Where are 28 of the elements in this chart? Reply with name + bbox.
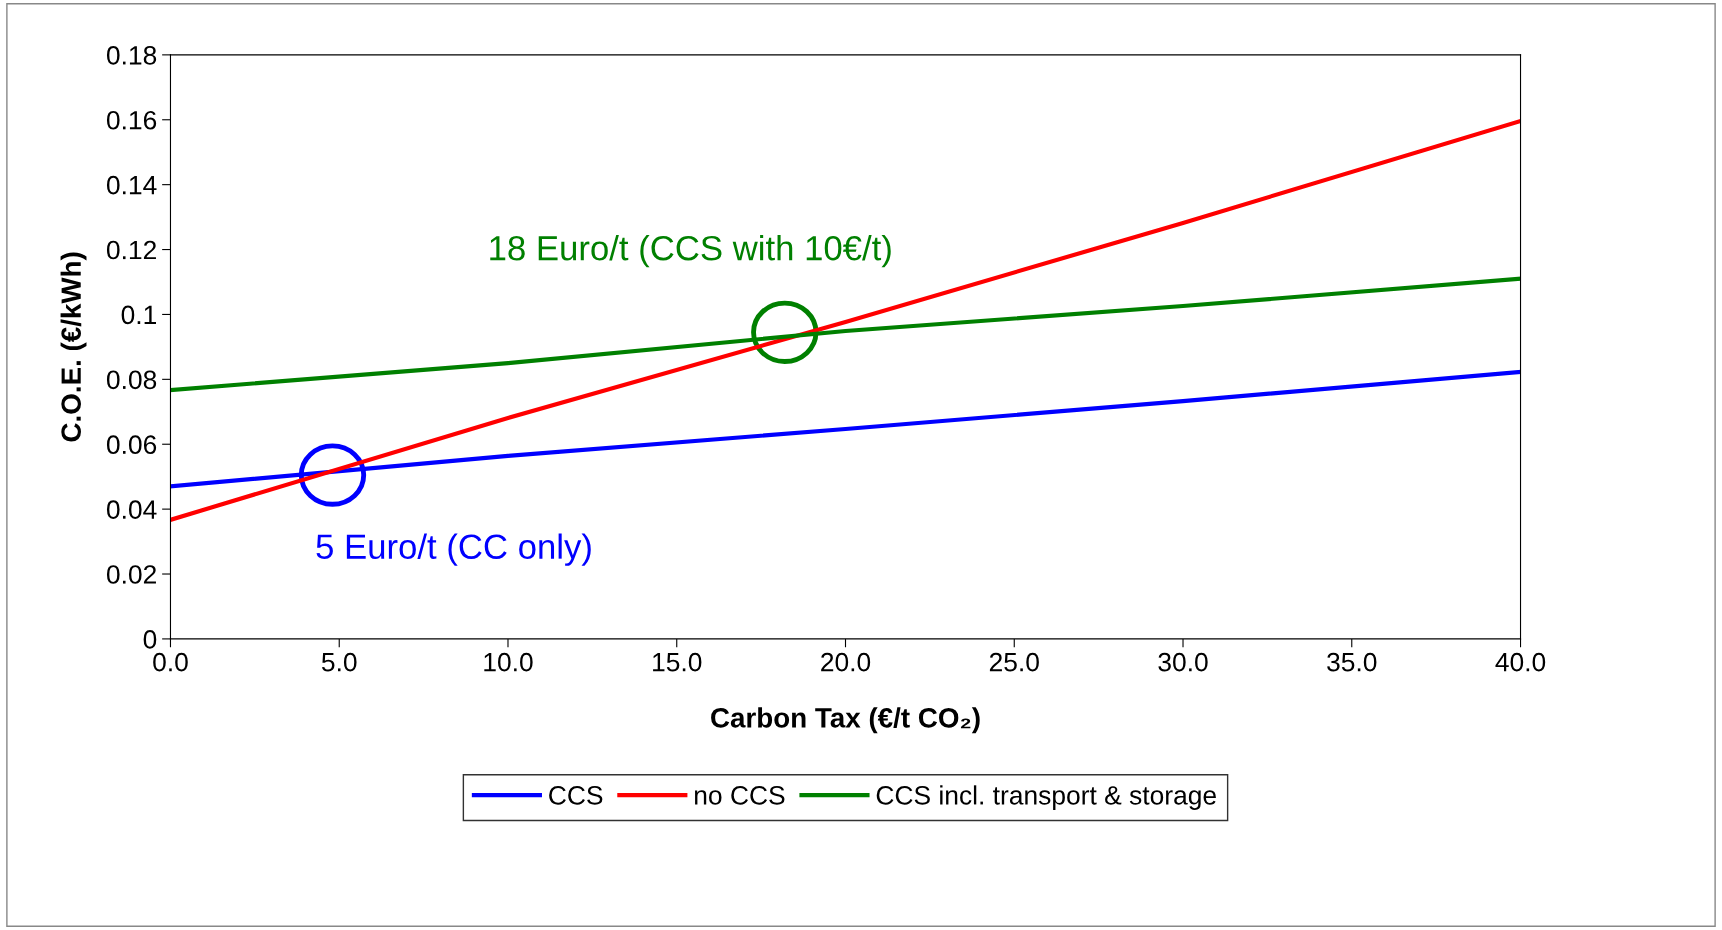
- annotation: 18 Euro/t (CCS with 10€/t): [490, 234, 891, 268]
- x-tick-label: 15.0: [653, 652, 702, 672]
- y-tick-label: 0.12: [106, 240, 156, 260]
- y-axis-title: C.O.E. (€/kWh): [60, 252, 87, 442]
- line-series: [170, 276, 1521, 393]
- x-tick-label: 5.0: [321, 652, 357, 672]
- legend-label: no CCS: [695, 786, 785, 805]
- y-tick-label: 0: [143, 630, 157, 649]
- y-tick-label: 0.16: [106, 110, 157, 130]
- legend-label: CCS incl. transport & storage: [876, 785, 1216, 810]
- y-tick-label: 0.1: [121, 305, 156, 325]
- x-tick-label: 25.0: [989, 652, 1039, 672]
- line-series: [170, 118, 1521, 522]
- x-axis-title: Carbon Tax (€/t CO₂): [711, 707, 980, 734]
- legend-label: CCS: [549, 786, 603, 805]
- annotation: 5 Euro/t (CC only): [316, 533, 591, 566]
- y-tick-label: 0.02: [106, 565, 156, 584]
- x-tick-label: 20.0: [821, 652, 871, 672]
- x-tick-label: 30.0: [1158, 652, 1208, 672]
- y-tick-label: 0.04: [106, 500, 157, 519]
- x-tick-label: 35.0: [1327, 652, 1377, 672]
- x-tick-label: 40.0: [1495, 652, 1546, 672]
- y-tick-label: 0.06: [106, 435, 157, 455]
- x-tick-label: 10.0: [484, 652, 533, 672]
- y-tick-label: 0.14: [106, 175, 157, 195]
- y-tick-label: 0.18: [106, 46, 157, 65]
- y-tick-label: 0.08: [106, 370, 157, 390]
- x-tick-label: 0.0: [153, 652, 188, 672]
